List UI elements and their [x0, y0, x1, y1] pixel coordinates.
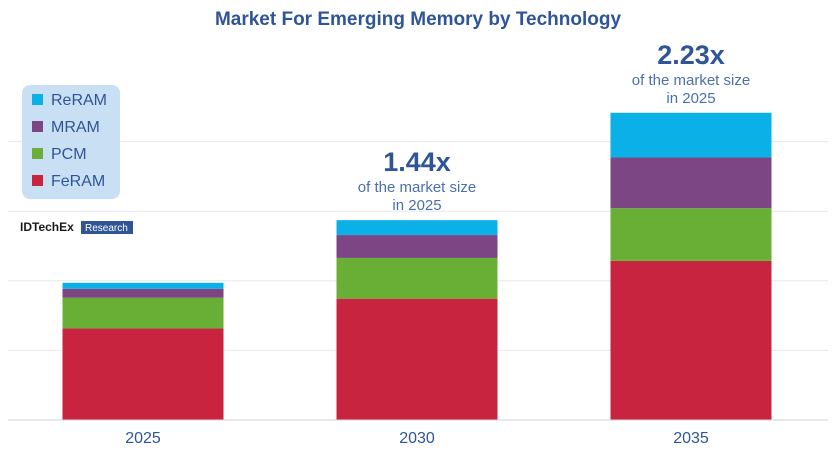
- bar-feram-2035: [610, 260, 772, 420]
- annotation-multiplier-2030: 1.44x: [383, 147, 451, 177]
- bars: [62, 112, 772, 420]
- annotation-line1-2035: of the market size: [632, 72, 750, 89]
- bar-feram-2025: [62, 328, 224, 420]
- legend-swatch-feram: [32, 175, 43, 186]
- annotation-line2-2035: in 2025: [666, 90, 715, 107]
- annotation-multiplier-2035: 2.23x: [657, 40, 725, 70]
- bar-reram-2035: [610, 112, 772, 158]
- bar-mram-2035: [610, 157, 772, 209]
- bar-pcm-2030: [336, 257, 498, 299]
- legend-swatch-pcm: [32, 148, 43, 159]
- bar-pcm-2025: [62, 297, 224, 329]
- bar-mram-2025: [62, 288, 224, 298]
- legend-box: [22, 85, 120, 199]
- brand-tag-box: [81, 221, 133, 234]
- bar-feram-2030: [336, 298, 498, 420]
- brand-tag: Research: [85, 223, 128, 234]
- brand-name: IDTechEx: [20, 220, 74, 234]
- annotation-line2-2030: in 2025: [392, 197, 441, 214]
- legend-label-mram: MRAM: [51, 119, 100, 136]
- bar-reram-2030: [336, 220, 498, 236]
- x-tick-2025: 2025: [125, 430, 161, 447]
- legend-label-feram: FeRAM: [51, 173, 105, 190]
- bar-pcm-2035: [610, 208, 772, 261]
- legend-label-reram: ReRAM: [51, 92, 107, 109]
- legend-swatch-mram: [32, 121, 43, 132]
- x-tick-labels: 2025 2030 2035: [125, 430, 709, 447]
- chart-title: Market For Emerging Memory by Technology: [215, 9, 622, 30]
- legend-swatch-reram: [32, 94, 43, 105]
- x-tick-2030: 2030: [399, 430, 435, 447]
- legend: ReRAM MRAM PCM FeRAM: [22, 85, 120, 199]
- bar-reram-2025: [62, 282, 224, 289]
- brand-logo: IDTechEx Research: [20, 220, 133, 234]
- bar-mram-2030: [336, 235, 498, 258]
- annotation-line1-2030: of the market size: [358, 179, 476, 196]
- x-tick-2035: 2035: [673, 430, 709, 447]
- legend-label-pcm: PCM: [51, 146, 87, 163]
